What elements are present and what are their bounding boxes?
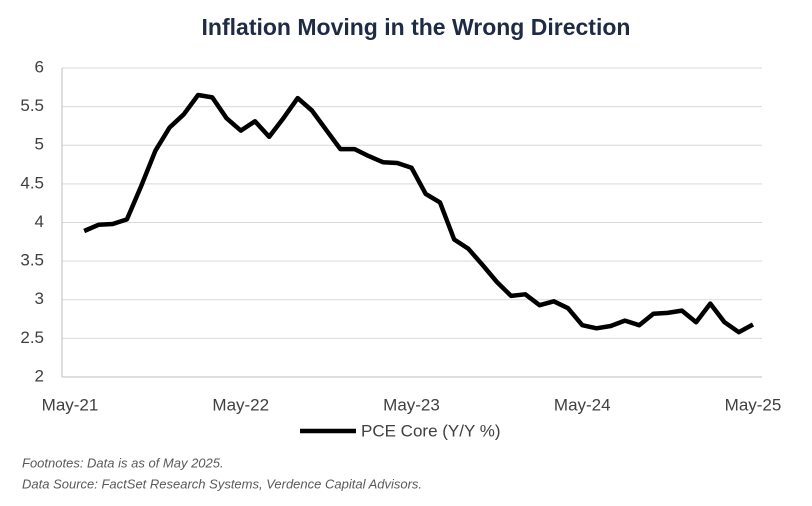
y-tick-label: 2 [35, 366, 44, 385]
x-tick-label: May-21 [42, 395, 99, 414]
legend-label: PCE Core (Y/Y %) [361, 421, 501, 440]
y-tick-label: 4 [35, 212, 44, 231]
y-tick-label: 6 [35, 57, 44, 76]
y-tick-label: 5 [35, 135, 44, 154]
y-tick-label: 3 [35, 289, 44, 308]
y-tick-label: 2.5 [20, 328, 44, 347]
y-tick-label: 4.5 [20, 173, 44, 192]
chart-title: Inflation Moving in the Wrong Direction [202, 14, 631, 40]
data-line [83, 92, 755, 335]
x-tick-label: May-22 [212, 395, 269, 414]
data-source: Data Source: FactSet Research Systems, V… [22, 476, 422, 491]
x-tick-label: May-25 [725, 395, 782, 414]
x-tick-label: May-24 [554, 395, 611, 414]
y-tick-label: 3.5 [20, 251, 44, 270]
y-tick-label: 5.5 [20, 96, 44, 115]
x-tick-label: May-23 [383, 395, 440, 414]
footnote: Footnotes: Data is as of May 2025. [22, 455, 224, 470]
